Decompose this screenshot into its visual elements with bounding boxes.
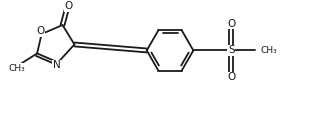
Text: O: O — [227, 72, 235, 82]
Text: O: O — [227, 19, 235, 29]
Text: N: N — [53, 60, 60, 70]
Text: S: S — [228, 45, 235, 55]
Text: CH₃: CH₃ — [260, 46, 277, 55]
Text: O: O — [36, 26, 44, 36]
Text: O: O — [64, 1, 73, 11]
Text: CH₃: CH₃ — [9, 64, 25, 73]
